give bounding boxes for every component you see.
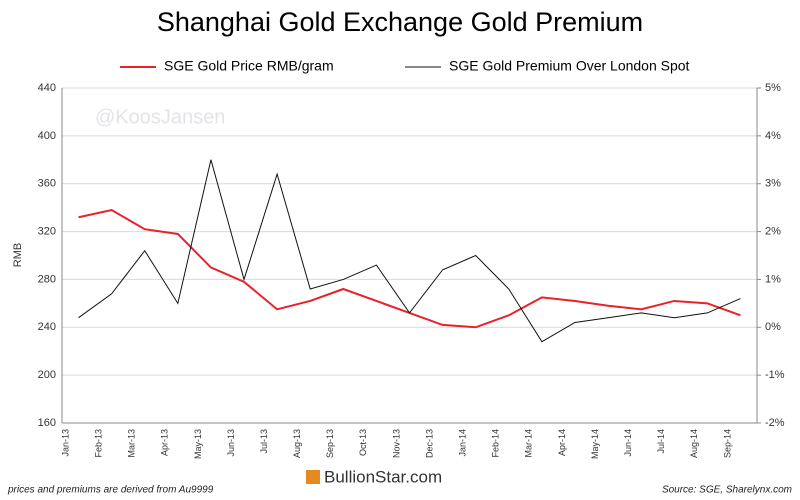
logo: BullionStar.com bbox=[324, 467, 442, 486]
x-tick-label: Jul-14 bbox=[656, 429, 666, 454]
logo-icon bbox=[306, 470, 320, 484]
x-tick-label: Mar-14 bbox=[524, 429, 534, 458]
series-line bbox=[78, 208, 741, 329]
y2-tick-label: 2% bbox=[765, 225, 781, 237]
y-tick-label: 320 bbox=[38, 225, 56, 237]
x-tick-label: Aug-13 bbox=[292, 429, 302, 458]
x-tick-label: Aug-14 bbox=[689, 429, 699, 458]
x-tick-label: Apr-13 bbox=[160, 429, 170, 456]
x-tick-label: Sep-13 bbox=[325, 429, 335, 458]
y2-tick-label: 0% bbox=[765, 321, 781, 333]
x-tick-label: Oct-13 bbox=[358, 429, 368, 456]
x-tick-label: Jun-13 bbox=[226, 429, 236, 457]
source: Source: SGE, Sharelynx.com bbox=[662, 485, 792, 496]
x-tick-label: Dec-13 bbox=[424, 429, 434, 458]
y-tick-label: 360 bbox=[38, 178, 56, 190]
y-tick-label: 200 bbox=[38, 369, 56, 381]
x-tick-label: Nov-13 bbox=[391, 429, 401, 458]
x-tick-label: May-14 bbox=[590, 429, 600, 459]
y2-tick-label: 3% bbox=[765, 178, 781, 190]
watermark: @KoosJansen bbox=[95, 106, 225, 128]
x-tick-label: Feb-14 bbox=[491, 429, 501, 458]
y-tick-label: 160 bbox=[38, 417, 56, 429]
y2-tick-label: 4% bbox=[765, 130, 781, 142]
y-tick-label: 440 bbox=[38, 82, 56, 94]
y-axis-label: RMB bbox=[12, 243, 24, 267]
legend-label: SGE Gold Price RMB/gram bbox=[164, 58, 334, 74]
y-tick-label: 240 bbox=[38, 321, 56, 333]
y2-tick-label: 5% bbox=[765, 82, 781, 94]
x-tick-label: Mar-13 bbox=[127, 429, 137, 458]
x-tick-label: Jul-13 bbox=[259, 429, 269, 454]
y-tick-label: 280 bbox=[38, 273, 56, 285]
x-tick-label: Apr-14 bbox=[557, 429, 567, 456]
x-tick-label: Jan-14 bbox=[458, 429, 468, 457]
x-tick-label: Jan-13 bbox=[60, 429, 70, 457]
y2-tick-label: -2% bbox=[765, 417, 785, 429]
chart-title: Shanghai Gold Exchange Gold Premium bbox=[157, 7, 643, 37]
x-tick-label: Feb-13 bbox=[93, 429, 103, 458]
footnote: prices and premiums are derived from Au9… bbox=[7, 485, 214, 496]
x-tick-label: Jun-14 bbox=[623, 429, 633, 457]
series-line bbox=[78, 159, 741, 343]
y2-tick-label: 1% bbox=[765, 273, 781, 285]
legend-label: SGE Gold Premium Over London Spot bbox=[449, 58, 690, 74]
x-tick-label: Sep-14 bbox=[722, 429, 732, 458]
y2-tick-label: -1% bbox=[765, 369, 785, 381]
y-tick-label: 400 bbox=[38, 130, 56, 142]
x-tick-label: May-13 bbox=[193, 429, 203, 459]
